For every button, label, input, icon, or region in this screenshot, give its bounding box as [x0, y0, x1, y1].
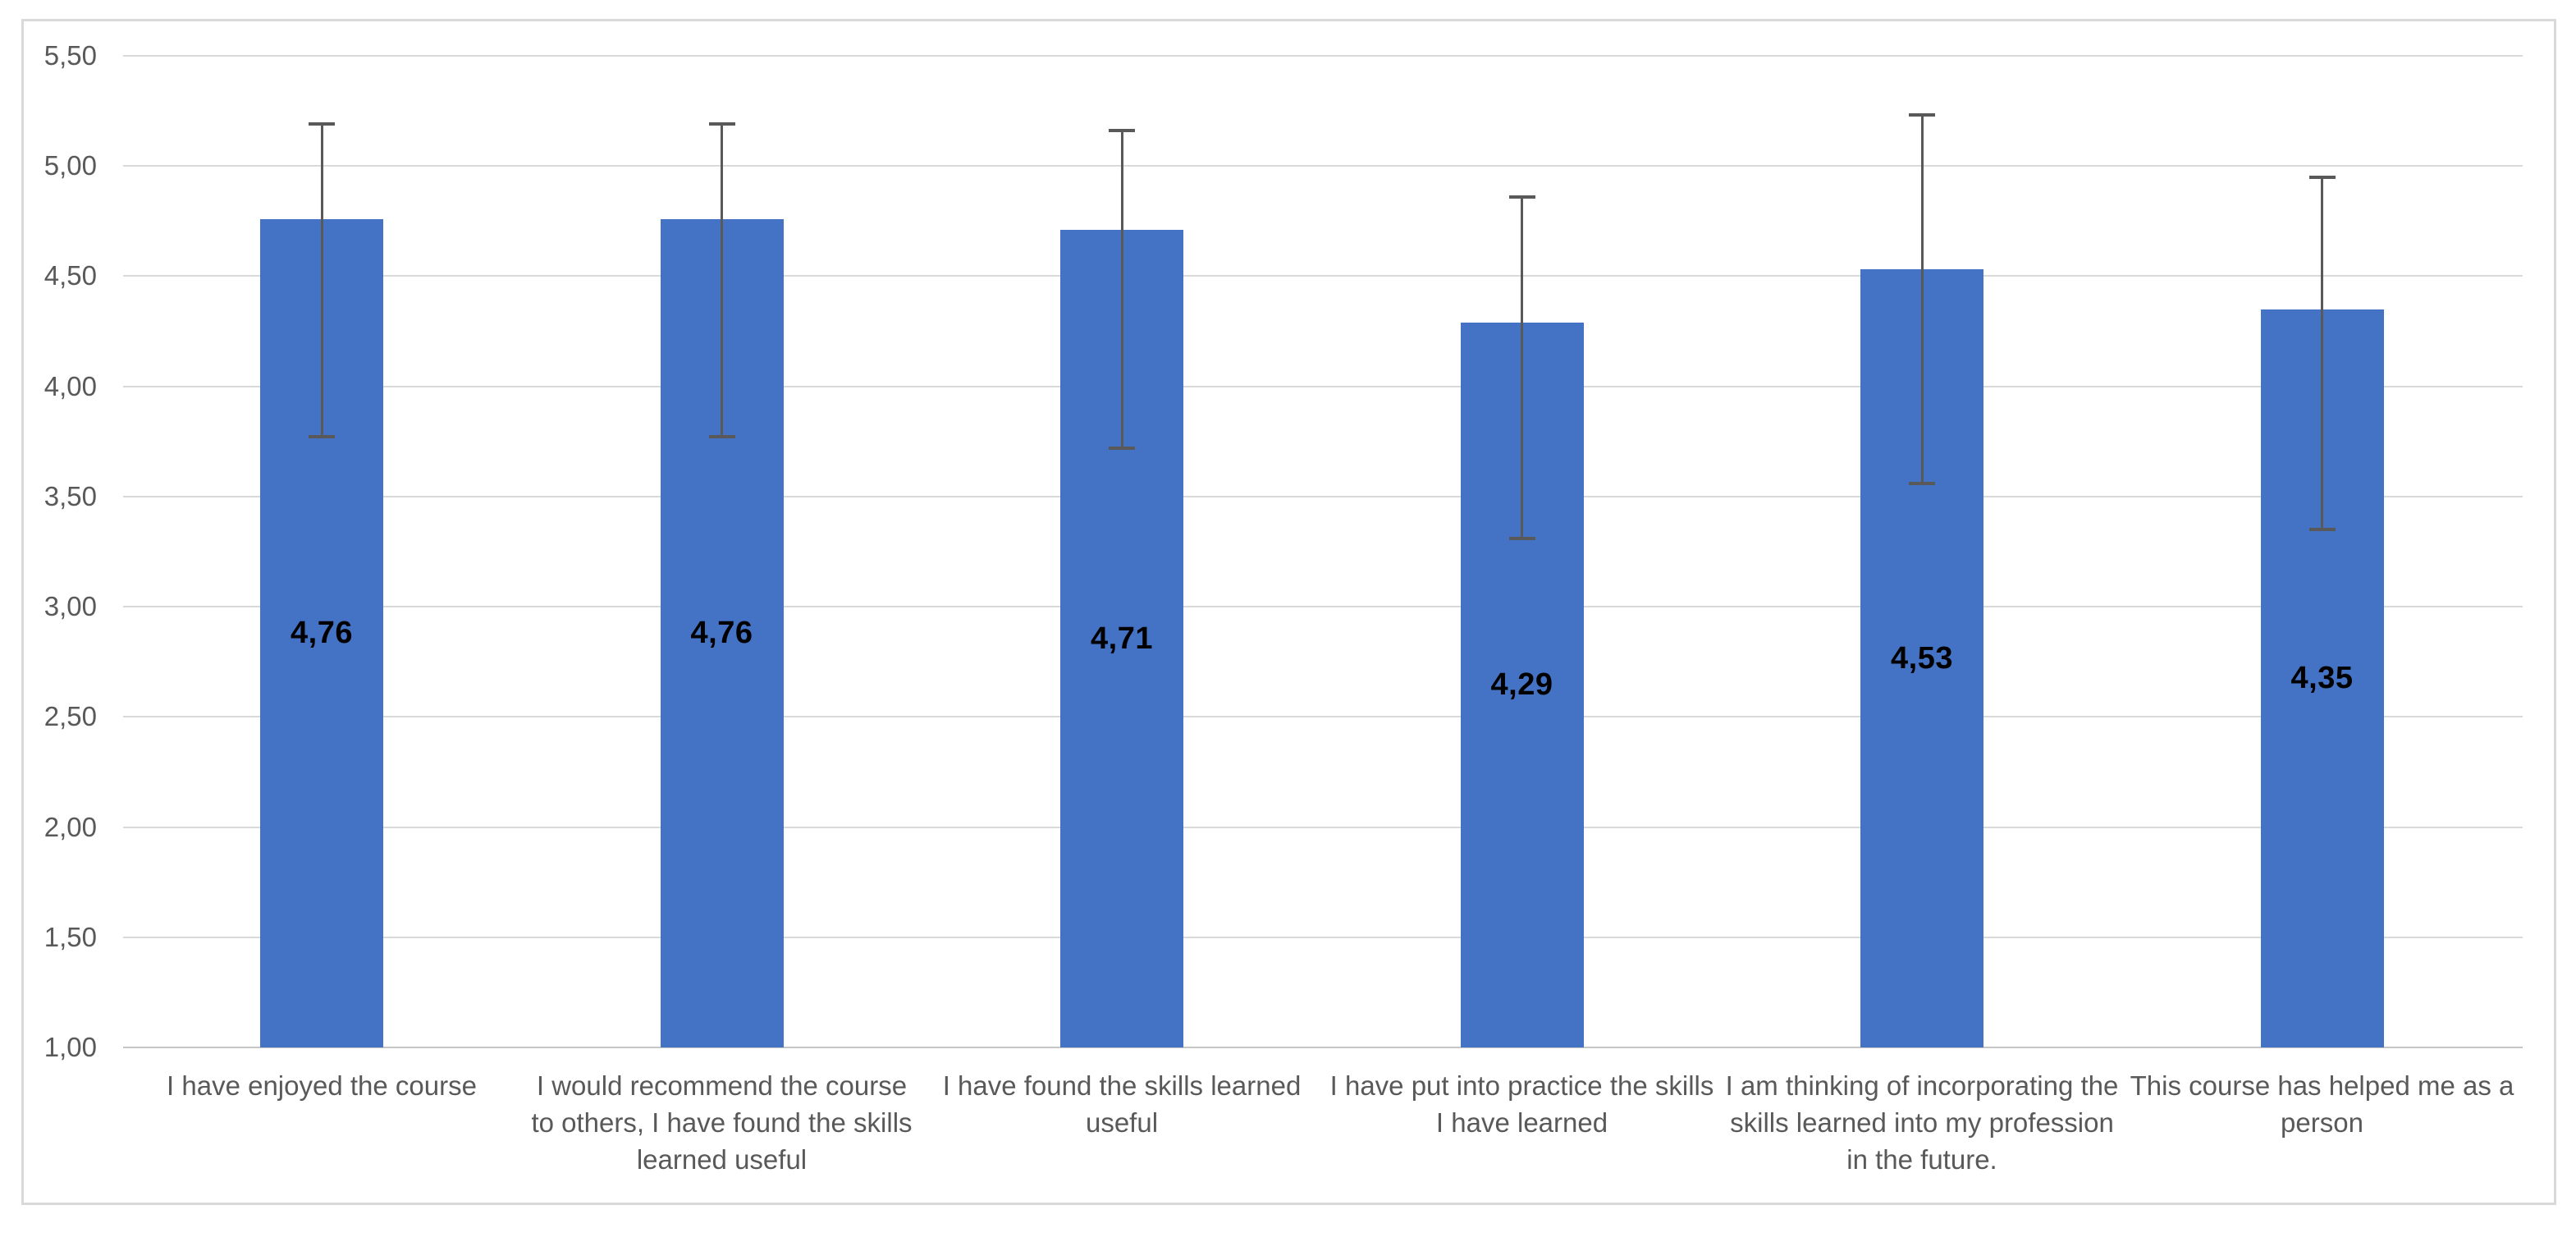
y-axis-tick-label: 4,50 — [43, 260, 97, 291]
gridline — [123, 385, 2523, 387]
error-bar-cap-bottom — [708, 435, 735, 439]
gridline — [123, 826, 2523, 828]
category-axis-label: This course has helped me as a person — [2130, 1070, 2514, 1138]
error-bar-line — [320, 124, 323, 438]
category-axis-label: I have enjoyed the course — [167, 1070, 477, 1101]
error-bar-cap-top — [309, 122, 335, 126]
error-bar-cap-top — [1109, 129, 1135, 133]
y-axis-tick-label: 1,50 — [43, 921, 97, 952]
y-axis-tick-label: 3,50 — [43, 480, 97, 511]
y-axis-tick-label: 4,00 — [43, 370, 97, 401]
gridline — [123, 275, 2523, 277]
bar-value-label: 4,53 — [1891, 641, 1953, 676]
error-bar-cap-top — [708, 122, 735, 126]
error-bar-line — [721, 124, 723, 438]
gridline — [123, 716, 2523, 718]
error-bar-cap-bottom — [2308, 528, 2336, 532]
y-axis-tick-label: 1,00 — [43, 1032, 97, 1062]
chart-frame — [21, 19, 2556, 1205]
category-axis-label: I have put into practice the skills I ha… — [1329, 1070, 1714, 1138]
gridline — [123, 55, 2523, 57]
y-axis-tick-label: 3,00 — [43, 591, 97, 622]
bar-value-label: 4,76 — [690, 616, 753, 651]
error-bar-line — [2321, 176, 2323, 530]
error-bar-cap-top — [2308, 175, 2336, 179]
error-bar-cap-bottom — [309, 435, 335, 439]
gridline — [123, 936, 2523, 938]
error-bar-cap-bottom — [1508, 536, 1535, 540]
x-axis-line — [123, 1047, 2523, 1048]
category-axis-label: I have found the skills learned useful — [942, 1070, 1302, 1138]
bar-value-label: 4,29 — [1490, 667, 1553, 703]
bar-value-label: 4,35 — [2290, 661, 2354, 696]
error-bar-line — [1521, 196, 1523, 538]
category-axis-label: I am thinking of incorporating the skill… — [1725, 1070, 2119, 1175]
error-bar-cap-bottom — [1109, 446, 1135, 450]
category-axis-label: I would recommend the course to others, … — [531, 1070, 913, 1175]
error-bar-cap-bottom — [1909, 481, 1935, 485]
error-bar-cap-top — [1909, 113, 1935, 117]
y-axis-tick-label: 5,00 — [43, 150, 97, 181]
y-axis-tick-label: 5,50 — [43, 40, 97, 71]
bar-value-label: 4,71 — [1091, 621, 1153, 657]
error-bar-line — [1120, 131, 1123, 448]
error-bar-line — [1920, 115, 1924, 483]
error-bar-cap-top — [1508, 195, 1535, 199]
y-axis-tick-label: 2,00 — [43, 811, 97, 842]
y-axis-tick-label: 2,50 — [43, 701, 97, 732]
gridline — [123, 606, 2523, 608]
gridline — [123, 495, 2523, 497]
gridline — [123, 165, 2523, 167]
bar-value-label: 4,76 — [291, 616, 353, 651]
